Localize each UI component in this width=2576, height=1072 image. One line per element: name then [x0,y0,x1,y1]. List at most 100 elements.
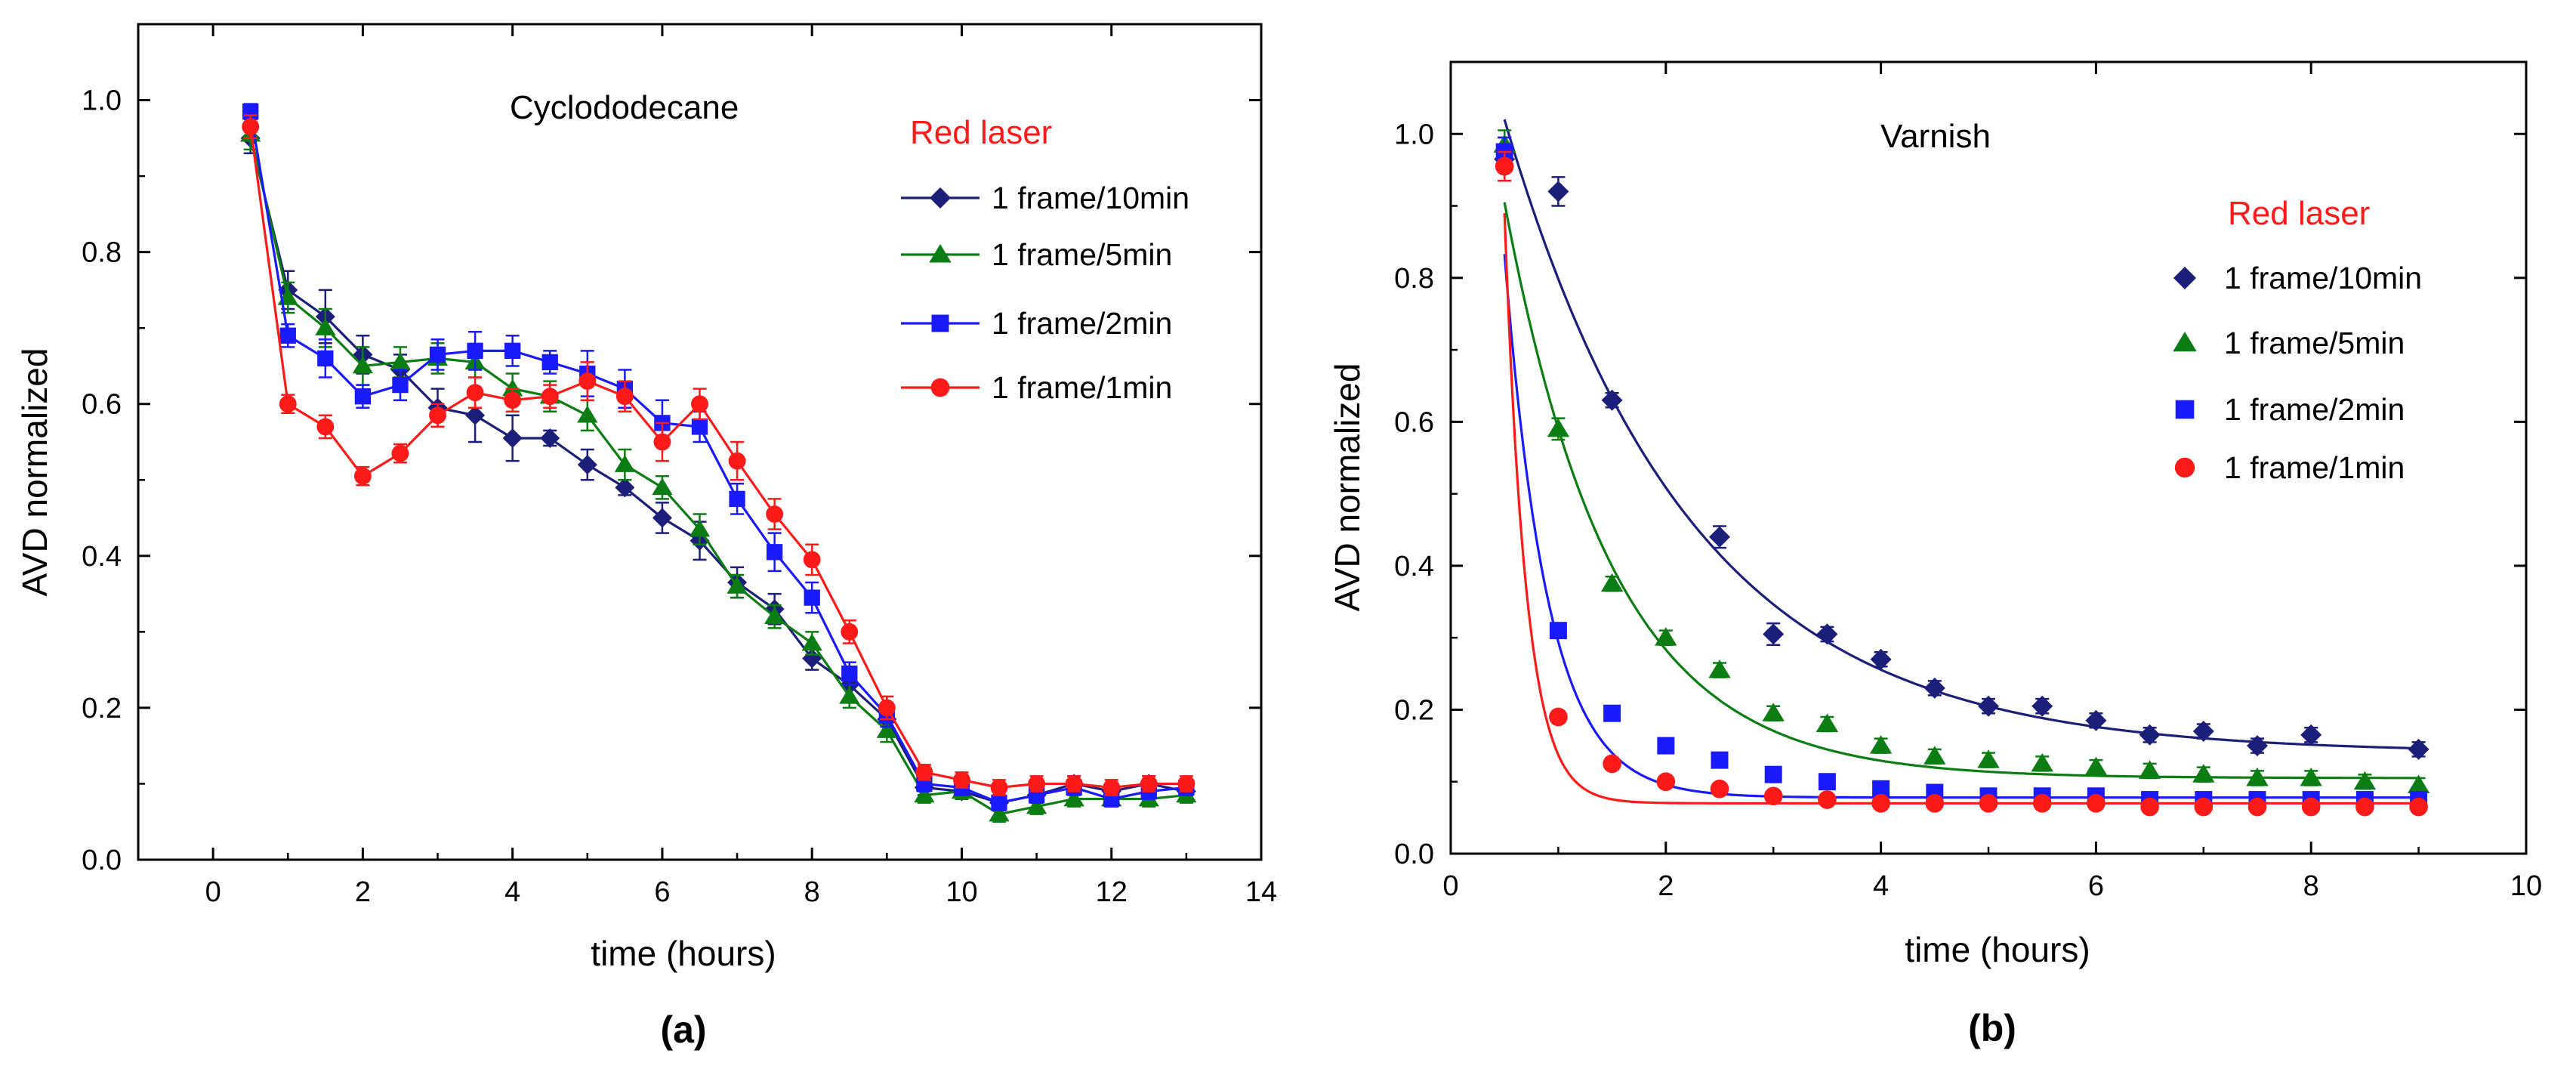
panel-a-data-point [691,395,708,413]
panel-a-data-point [578,372,597,391]
panel-b-legend-title: Red laser [2228,195,2370,232]
panel-b-y-tick-label: 0.6 [1394,406,1434,438]
panel-b-legend: 1 frame/10min 1 frame/5min 1 frame/2min 1 f… [2173,261,2422,485]
panel-b-y-tick-label: 1.0 [1394,119,1434,150]
panel-b-data-point [1762,703,1785,721]
panel-b-legend-label: 1 frame/10min [2224,261,2422,295]
panel-a-legend-label: 1 frame/10min [992,181,1189,215]
panel-a-data-point [801,633,822,651]
panel-a-legend-marker [930,378,950,397]
panel-a-x-tick-label: 14 [1245,876,1277,908]
panel-a-data-point [279,327,296,344]
panel-a-legend: 1 frame/10min 1 frame/5min 1 frame/2min 1 f… [901,181,1189,405]
panel-a-data-point [914,785,935,803]
panel-a-x-tick-label: 0 [205,876,221,908]
panel-a-data-point [352,356,374,374]
panel-a-legend-title: Red laser [910,114,1052,151]
panel-b-fit-curve [1503,202,2419,780]
panel-b-y-tick-label: 0.4 [1394,551,1434,582]
panel-b-data-point [2409,797,2428,817]
panel-a-data-point [1103,779,1121,796]
panel-b-data-point [1709,526,1730,548]
panel-b-x-tick-label: 0 [1442,870,1458,902]
panel-a-data-point [915,763,933,781]
panel-b-data-point [1601,389,1623,411]
panel-a-data-point [689,519,711,537]
panel-b-data-point [2192,721,2214,743]
panel-b-data-point [1603,754,1621,774]
panel-b-data-point [2353,771,2377,790]
panel-a-data-point [279,395,297,413]
panel-a-data-point [504,342,521,360]
panel-b-data-point [2192,764,2215,783]
panel-b-data-point [1763,786,1783,806]
panel-b-data-point [1872,780,1890,798]
panel-b-legend-label: 1 frame/1min [2224,450,2405,485]
panel-a-data-point [577,455,597,475]
panel-b-data-point [2247,797,2267,817]
panel-b-data-point [2087,793,2106,813]
panel-a-data-point [1065,775,1083,792]
panel-a-data-point [316,418,335,436]
panel-b-data-point [2355,797,2374,817]
panel-a-data-point [803,551,821,569]
panel-b-plot-area: 0 2 4 6 8 10 0.0 0.2 0.4 0.6 0.8 1.0 [1394,60,2542,902]
panel-a-x-tick-label: 10 [946,876,977,908]
panel-a-data-point [876,721,897,738]
panel-a-data-point [653,433,671,451]
panel-b-data-point [1869,735,1893,754]
panel-b-x-tick-label: 2 [1658,870,1674,902]
panel-b-fit-curve [1503,213,2419,805]
panel-a-x-tick-label: 12 [1096,876,1128,908]
panel-a-frame [137,23,1263,861]
panel-a-data-point [1177,775,1195,792]
panel-b-legend-label: 1 frame/2min [2224,392,2405,427]
panel-a-data-point [541,388,559,406]
panel-b-data-point [2140,797,2159,817]
panel-a-data-point [766,505,784,523]
panel-b-data-point [1657,737,1675,755]
panel-b-y-tick-label: 0.0 [1394,839,1434,870]
panel-b-data-point [2031,695,2053,717]
panel-a-data-point [990,779,1008,796]
panel-b-legend-marker [2173,267,2196,289]
panel-b-data-point [1711,751,1729,769]
panel-b-data-point [1818,773,1836,791]
panel-a-chart: 0 2 4 6 8 10 12 14 0.0 0.2 0.4 0.6 0.8 1.0 Cyclododec… [15,23,1277,1051]
panel-a-data-point [991,794,1007,811]
panel-a-data-point [728,452,746,470]
panel-a-data-point [652,508,672,528]
panel-a-series-4 [242,114,1195,796]
panel-b-data-point [1710,779,1729,799]
panel-b-legend-marker [2175,400,2195,419]
panel-a-data-point [614,455,636,472]
panel-a-data-point [1063,789,1084,807]
panel-a-legend-marker [931,314,949,332]
panel-a-data-point [841,623,859,641]
panel-b-data-point [1495,156,1514,176]
panel-a-data-point [878,699,896,717]
panel-a-data-point [1026,796,1047,814]
panel-b-x-tick-label: 8 [2303,870,2319,902]
panel-b-data-point [1763,623,1785,645]
panel-a-x-tick-label: 6 [654,876,670,908]
panel-a-data-point [541,354,558,371]
panel-b-y-axis-label: AVD normalized [1328,363,1367,612]
panel-a-y-tick-label: 0.8 [82,237,122,269]
panel-b-data-point [2139,724,2161,746]
panel-a-data-point [502,378,523,397]
panel-a-x-tick-label: 4 [504,876,520,908]
panel-b-data-point [1977,749,2000,768]
panel-a-data-point [540,428,560,448]
panel-a-data-point [392,376,409,394]
panel-b-data-point [1764,765,1782,783]
panel-b-x-axis-label: time (hours) [1905,930,2090,969]
panel-b-data-point [1870,648,1892,670]
panel-a-y-tick-label: 1.0 [82,85,122,117]
panel-b-x-tick-label: 6 [2088,870,2104,902]
panel-b-data-point [2032,793,2052,813]
panel-b-title: Varnish [1880,118,1991,155]
panel-b-legend-label: 1 frame/5min [2224,326,2405,360]
panel-a-data-point [839,686,860,704]
